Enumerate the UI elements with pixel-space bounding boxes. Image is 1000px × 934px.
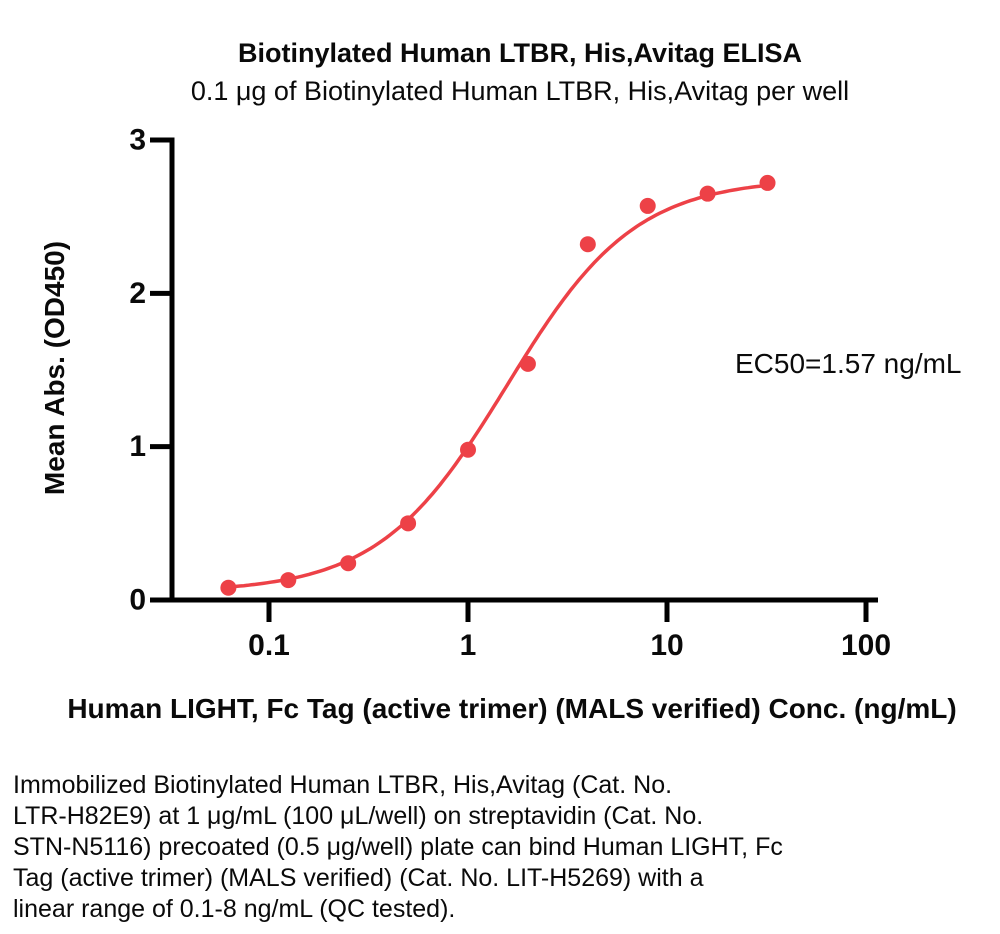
data-point (639, 197, 656, 214)
y-axis-ticks: 0 1 2 3 (129, 124, 172, 617)
y-tick-label: 1 (129, 430, 146, 463)
y-tick-label: 3 (129, 124, 146, 157)
description-line: linear range of 0.1-8 ng/mL (QC tested). (13, 895, 456, 923)
y-tick-label: 2 (129, 277, 146, 310)
data-points (220, 174, 776, 596)
assay-description: Immobilized Biotinylated Human LTBR, His… (13, 770, 988, 925)
sigmoid-curve (228, 183, 768, 589)
chart-title: Biotinylated Human LTBR, His,Avitag ELIS… (237, 38, 803, 68)
data-point (340, 555, 357, 572)
elisa-plot-area: 0 1 2 3 0.1 1 10 100 (129, 124, 891, 663)
data-point (579, 236, 596, 253)
description-line: STN-N5116) precoated (0.5 μg/well) plate… (13, 833, 783, 861)
fit-curve (228, 183, 768, 589)
data-point (519, 355, 536, 372)
data-point (280, 572, 297, 589)
data-point (699, 185, 716, 202)
data-point (220, 579, 237, 596)
x-axis-ticks: 0.1 1 10 100 (248, 600, 891, 662)
y-tick-label: 0 (129, 584, 146, 617)
y-axis-label: Mean Abs. (OD450) (39, 240, 70, 496)
data-point (400, 515, 417, 532)
description-line: LTR-H82E9) at 1 μg/mL (100 μL/well) on s… (13, 802, 704, 830)
data-point (460, 441, 476, 458)
chart-subtitle: 0.1 μg of Biotinylated Human LTBR, His,A… (190, 76, 850, 106)
x-tick-label: 100 (841, 629, 891, 662)
x-axis-label: Human LIGHT, Fc Tag (active trimer) (MAL… (67, 693, 957, 724)
ec50-annotation: EC50=1.57 ng/mL (735, 348, 962, 379)
description-line: Immobilized Biotinylated Human LTBR, His… (13, 771, 673, 799)
data-point (759, 174, 776, 191)
description-line: Tag (active trimer) (MALS verified) (Cat… (13, 864, 704, 892)
x-tick-label: 10 (650, 629, 683, 662)
x-tick-label: 1 (460, 629, 477, 662)
x-tick-label: 0.1 (248, 629, 290, 662)
